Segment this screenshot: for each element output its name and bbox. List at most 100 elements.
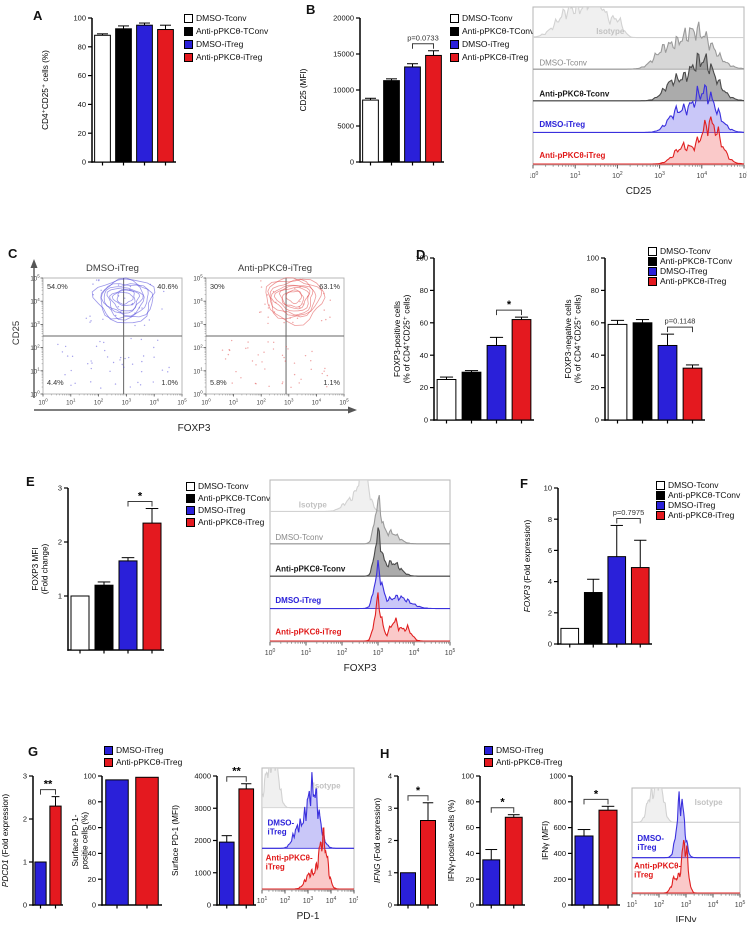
ridge-series-label: DMSO-: [637, 834, 664, 843]
bars: [362, 50, 442, 163]
y-axis-label: (% of CD4⁺CD25⁺ cells): [574, 294, 583, 383]
svg-text:105: 105: [735, 900, 746, 909]
ridge-series-label: DMSO-iTreg: [539, 120, 585, 129]
svg-text:0: 0: [92, 901, 96, 910]
svg-text:103: 103: [122, 398, 132, 407]
svg-text:104: 104: [409, 648, 420, 657]
panel-h-ifng-positive-chart: 0 20 40 60 80 100 * IFNγ-positive cells (%): [446, 762, 530, 924]
svg-text:4000: 4000: [194, 772, 211, 781]
sig-bracket: [412, 43, 434, 49]
svg-text:20: 20: [466, 875, 474, 884]
svg-text:1: 1: [388, 868, 392, 877]
legend-item: Anti-pPKCθ-iTreg: [186, 516, 270, 528]
legend-item: DMSO-Tconv: [648, 246, 732, 256]
panel-label-d: D: [416, 247, 426, 262]
ridge-series-label: iTreg: [266, 863, 285, 872]
svg-text:6: 6: [548, 546, 552, 555]
legend-label: DMSO-iTreg: [462, 39, 510, 50]
x-axis: 100 101 102 103 104 105: [530, 165, 747, 180]
svg-text:20: 20: [88, 875, 96, 884]
panel-e-foxp3-mfi-chart-svg: 1 2 3 * FOXP3 MFI (Fold change): [31, 484, 164, 654]
legend-label: DMSO-Tconv: [660, 245, 711, 256]
bar: [218, 841, 235, 906]
legend-swatch: [450, 27, 459, 36]
legend-swatch: [656, 490, 665, 500]
svg-text:100: 100: [461, 772, 474, 781]
panel-d-foxp3-negative-chart-svg: 0 20 40 60 80 100 p=0.1148 FOXP3-negative cells…: [564, 254, 705, 425]
bar: [362, 99, 379, 163]
ridge-series-label: DMSO-iTreg: [275, 596, 321, 605]
bars: [436, 316, 532, 421]
bar: [682, 367, 703, 421]
contour-plot: 100 101 102 103 104 105 100 101 102 103 104 105 DMSO…: [30, 263, 187, 407]
svg-text:40: 40: [88, 849, 96, 858]
bar: [630, 567, 650, 645]
quadrant-ul: 30%: [210, 282, 225, 291]
bars: [218, 783, 255, 906]
legend-item: Anti-pPKCθ-iTreg: [484, 756, 562, 768]
bars: [607, 319, 703, 421]
ridge-series-label: Anti-pPKCθ-iTreg: [539, 151, 605, 160]
svg-text:600: 600: [553, 823, 566, 832]
panel-e-legend: DMSO-Tconv Anti-pPKCθ-TConv DMSO-iTreg Anti…: [186, 480, 270, 528]
legend-item: Anti-pPKCθ-iTreg: [184, 51, 268, 64]
legend-item: DMSO-Tconv: [186, 480, 270, 492]
sig-text: p=0.1148: [665, 317, 696, 326]
bar: [607, 556, 627, 645]
legend-swatch: [648, 276, 657, 286]
y-axis-label: PDCD1 (Fold expression): [1, 794, 10, 888]
bars: [574, 805, 618, 906]
bar: [511, 319, 532, 421]
svg-text:0: 0: [207, 901, 211, 910]
legend-label: Anti-pPKCθ-iTreg: [116, 756, 183, 767]
bar: [142, 522, 162, 651]
panel-b-legend: DMSO-Tconv Anti-pPKCθ-TConv DMSO-iTreg Anti…: [450, 12, 534, 64]
legend-swatch: [484, 745, 493, 755]
panel-g-pd1-positive-chart: 0 20 40 60 80 100 Surface PD-1- positie cells (…: [70, 762, 170, 924]
legend-swatch: [450, 14, 459, 23]
svg-text:100: 100: [530, 171, 538, 180]
panel-label-f: F: [520, 476, 528, 491]
svg-text:101: 101: [30, 367, 40, 376]
legend-swatch: [648, 266, 657, 276]
y-axis-label: IFNγ-positive cells (%): [447, 800, 456, 882]
legend-swatch: [184, 53, 193, 62]
x-axis: 101 102 103 104 105: [627, 894, 746, 909]
panel-e-foxp3-histogram: Isotype DMSO-Tconv Anti-pPKCθ-Tconv DMSO-iT…: [263, 476, 455, 676]
svg-text:100: 100: [73, 14, 86, 23]
bar: [436, 379, 457, 421]
legend-swatch: [104, 745, 113, 755]
legend-item: Anti-pPKCθ-iTreg: [450, 51, 534, 64]
svg-text:0: 0: [595, 416, 599, 425]
ridge-curves: [533, 7, 744, 165]
x-axis-title: FOXP3: [344, 663, 377, 674]
svg-text:102: 102: [280, 896, 291, 905]
svg-text:102: 102: [337, 648, 348, 657]
svg-text:104: 104: [696, 171, 707, 180]
svg-text:80: 80: [420, 286, 428, 295]
legend-swatch: [186, 481, 195, 491]
sig-text: *: [416, 785, 421, 797]
panel-b-cd25-histogram-svg: Isotype DMSO-Tconv Anti-pPKCθ-Tconv DMSO-iT…: [530, 6, 747, 197]
svg-text:100: 100: [415, 254, 428, 263]
svg-text:400: 400: [553, 849, 566, 858]
svg-text:103: 103: [284, 398, 294, 407]
legend-swatch: [450, 40, 459, 49]
y-axis-label: FOXP3-negative cells: [564, 299, 573, 378]
svg-text:105: 105: [193, 274, 203, 283]
legend-label: DMSO-iTreg: [116, 744, 164, 755]
sig-text: *: [500, 797, 505, 809]
bar: [461, 371, 482, 421]
sig-bracket: [226, 776, 247, 782]
bar: [504, 816, 523, 906]
svg-text:0: 0: [424, 416, 428, 425]
legend-label: Anti-pPKCθ-iTreg: [198, 516, 265, 527]
panel-h-legend: DMSO-iTreg Anti-pPKCθ-iTreg: [484, 744, 562, 768]
svg-text:10: 10: [544, 484, 552, 493]
legend-label: Anti-pPKCθ-iTreg: [668, 509, 735, 520]
bar: [118, 560, 138, 651]
svg-text:1: 1: [23, 858, 27, 867]
bar: [49, 805, 62, 906]
bar: [598, 809, 618, 906]
